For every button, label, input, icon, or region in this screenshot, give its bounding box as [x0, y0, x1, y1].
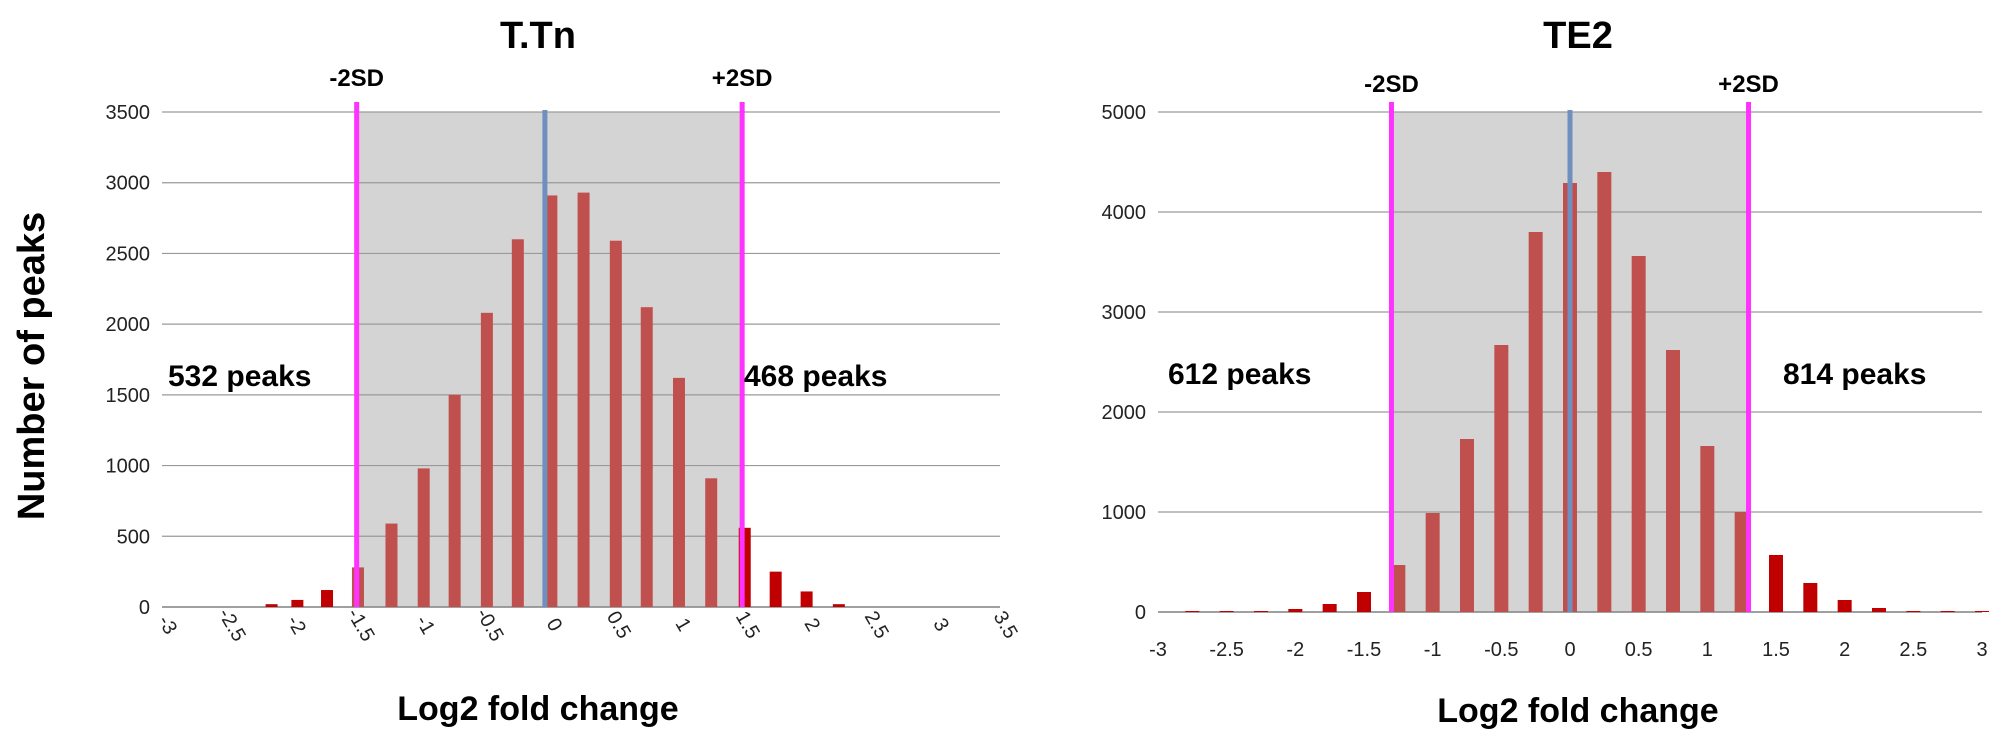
bar	[1425, 513, 1440, 612]
x-tick-label: -1	[411, 612, 439, 638]
peaks-right-label: 814 peaks	[1783, 358, 1926, 391]
sd-minus-label: -2SD	[1364, 71, 1419, 98]
bar	[1700, 446, 1715, 612]
bar	[800, 591, 813, 607]
x-tick-label: 0.5	[602, 607, 635, 642]
bar	[769, 571, 782, 607]
y-tick-label: 500	[117, 526, 150, 548]
x-axis-label: Log2 fold change	[397, 690, 678, 728]
y-tick-label: 1000	[1102, 502, 1147, 524]
x-tick-label: -0.5	[1484, 639, 1518, 661]
bar	[417, 468, 430, 607]
bar	[1872, 608, 1886, 612]
bar	[480, 312, 493, 607]
x-tick-label: 2.5	[1899, 639, 1927, 661]
x-tick-label: -2	[282, 612, 310, 638]
sd-plus-label: +2SD	[712, 65, 773, 92]
bar	[1803, 583, 1818, 612]
x-tick-label: 2.5	[860, 607, 893, 642]
sd-minus-label: -2SD	[329, 65, 384, 92]
x-tick-label: 1.5	[1762, 639, 1790, 661]
bar	[1666, 350, 1680, 612]
chart-title: TE2	[1543, 15, 1613, 57]
x-tick-label: 1.5	[731, 607, 764, 642]
x-tick-label: 2	[800, 615, 825, 636]
y-tick-label: 3500	[106, 102, 151, 124]
x-tick-label: -3	[1149, 639, 1167, 661]
x-tick-label: -2.5	[1209, 639, 1243, 661]
bar	[577, 192, 590, 607]
y-tick-label: 1000	[106, 456, 151, 478]
bar	[1975, 611, 1989, 612]
peaks-left-label: 612 peaks	[1168, 358, 1311, 391]
bar	[1906, 611, 1921, 612]
bar	[265, 604, 278, 607]
peaks-left-label: 532 peaks	[168, 360, 311, 393]
x-tick-label: 3	[1976, 639, 1987, 661]
y-tick-label: 2000	[106, 314, 151, 336]
x-tick-label: -1	[1424, 639, 1442, 661]
y-tick-label: 5000	[1102, 102, 1147, 124]
x-tick-label: 0	[1564, 639, 1575, 661]
bar	[1597, 172, 1612, 612]
y-tick-label: 1500	[106, 385, 151, 407]
x-tick-label: -0.5	[471, 605, 507, 646]
x-tick-label: 2	[1839, 639, 1850, 661]
bar	[1837, 600, 1852, 612]
x-tick-label: 1	[1702, 639, 1713, 661]
bar	[1494, 345, 1509, 612]
x-tick-label: 0.5	[1625, 639, 1653, 661]
bar	[1769, 555, 1783, 612]
y-tick-label: 0	[139, 597, 150, 619]
bar	[705, 478, 718, 607]
bar	[609, 240, 622, 607]
y-tick-label: 0	[1135, 602, 1146, 624]
bar	[1219, 611, 1234, 612]
x-tick-label: -1.5	[342, 605, 378, 646]
x-tick-label: 0	[542, 615, 567, 636]
bar	[545, 195, 558, 607]
bar	[1734, 512, 1749, 612]
bar	[1631, 256, 1646, 612]
bar	[1322, 604, 1337, 612]
y-tick-label: 2500	[106, 243, 151, 265]
y-tick-label: 3000	[106, 173, 151, 195]
chart-te2: 0 1000 2000 3000 4000 5000 -2SD +2SD -3 -2.5 -2 -1.…	[1102, 15, 1989, 730]
x-tick-label: 3	[928, 615, 953, 636]
bar	[1940, 611, 1955, 612]
bar	[672, 377, 685, 607]
x-tick-label: -2.5	[214, 605, 250, 646]
y-tick-label: 4000	[1102, 202, 1147, 224]
bar	[832, 604, 845, 607]
x-tick-label: -3	[153, 612, 181, 638]
bar	[1185, 611, 1200, 612]
bar	[640, 307, 653, 607]
chart-title: T.Tn	[500, 15, 576, 57]
bar	[1460, 439, 1474, 612]
y-tick-label: 2000	[1102, 402, 1147, 424]
x-tick-label: 3.5	[989, 607, 1022, 642]
x-tick-label: 1	[671, 615, 696, 636]
x-tick-label: -1.5	[1347, 639, 1381, 661]
bar	[385, 523, 398, 607]
peaks-right-label: 468 peaks	[744, 360, 887, 393]
bar	[1288, 609, 1303, 612]
bar	[1254, 611, 1268, 612]
bar	[1357, 592, 1371, 612]
bar	[1528, 232, 1543, 612]
bar	[291, 599, 304, 607]
sd-plus-label: +2SD	[1718, 71, 1779, 98]
bar	[1391, 565, 1406, 612]
y-tick-label: 3000	[1102, 302, 1147, 324]
chart-ttn: 0 500 1000 1500 2000 2500 3000 3500 -2SD +2SD -3 -2…	[106, 15, 1022, 728]
bar	[321, 590, 334, 607]
bar	[511, 239, 524, 608]
bar	[448, 394, 461, 607]
x-tick-label: -2	[1286, 639, 1304, 661]
y-axis-label: Number of peaks	[11, 212, 53, 520]
x-axis-label: Log2 fold change	[1437, 692, 1718, 730]
